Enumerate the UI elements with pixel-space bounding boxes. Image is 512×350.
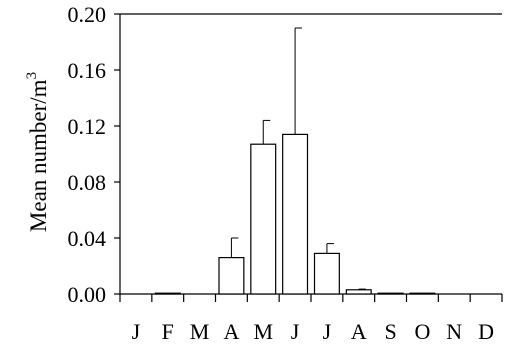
x-tick-label: F (162, 319, 174, 344)
bar (218, 257, 245, 295)
x-tick-label: J (323, 319, 332, 344)
y-axis-label-superscript: 3 (24, 72, 40, 80)
y-tick-label: 0.00 (68, 282, 107, 307)
chart-error-bars (230, 27, 366, 290)
x-tick-label: N (446, 319, 462, 344)
chart-bars (154, 133, 436, 295)
x-tick-label: A (223, 319, 239, 344)
y-tick-label: 0.20 (68, 2, 107, 27)
y-tick-label: 0.16 (68, 58, 107, 83)
y-axis-label: Mean number/m3 (24, 72, 51, 232)
bar (282, 133, 309, 295)
bar (154, 292, 181, 295)
chart-axes (114, 13, 503, 302)
x-tick-label: O (414, 319, 430, 344)
bar (250, 143, 277, 295)
x-tick-label: M (253, 319, 273, 344)
y-tick-label: 0.04 (68, 226, 107, 251)
y-tick-label: 0.08 (68, 170, 107, 195)
x-tick-label: J (291, 319, 300, 344)
y-tick-label: 0.12 (68, 114, 107, 139)
bar (377, 292, 404, 295)
x-tick-label: D (478, 319, 494, 344)
x-tick-label: J (132, 319, 141, 344)
bar (313, 252, 340, 295)
chart-labels: 0.000.040.080.120.160.20J F M A M J J A S O N D (68, 2, 495, 344)
y-axis-label-text: Mean number/m (26, 79, 51, 232)
x-tick-label: S (384, 319, 396, 344)
bar (345, 289, 372, 295)
bar (409, 292, 436, 295)
x-tick-label: M (190, 319, 210, 344)
x-tick-label: A (351, 319, 367, 344)
